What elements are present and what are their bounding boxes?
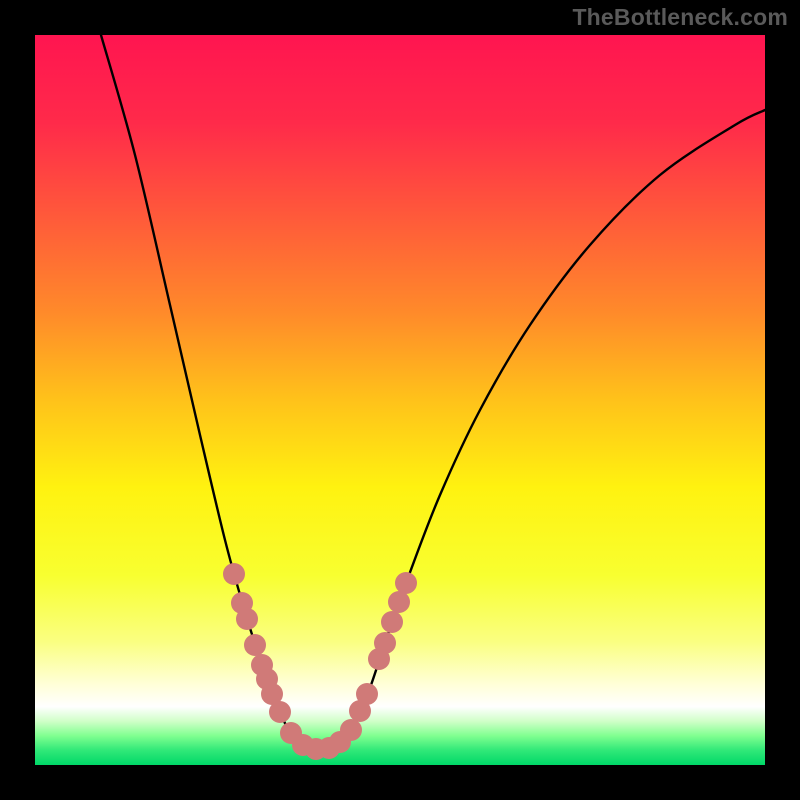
curve-layer: [35, 35, 765, 765]
data-marker: [388, 591, 410, 613]
data-marker: [340, 719, 362, 741]
data-marker: [356, 683, 378, 705]
data-marker: [395, 572, 417, 594]
data-marker: [269, 701, 291, 723]
bottleneck-curve: [101, 35, 765, 749]
plot-area: [35, 35, 765, 765]
data-marker: [374, 632, 396, 654]
data-marker: [223, 563, 245, 585]
data-marker: [236, 608, 258, 630]
chart-container: TheBottleneck.com: [0, 0, 800, 800]
data-markers: [223, 563, 417, 760]
data-marker: [381, 611, 403, 633]
data-marker: [244, 634, 266, 656]
watermark-text: TheBottleneck.com: [572, 4, 788, 31]
